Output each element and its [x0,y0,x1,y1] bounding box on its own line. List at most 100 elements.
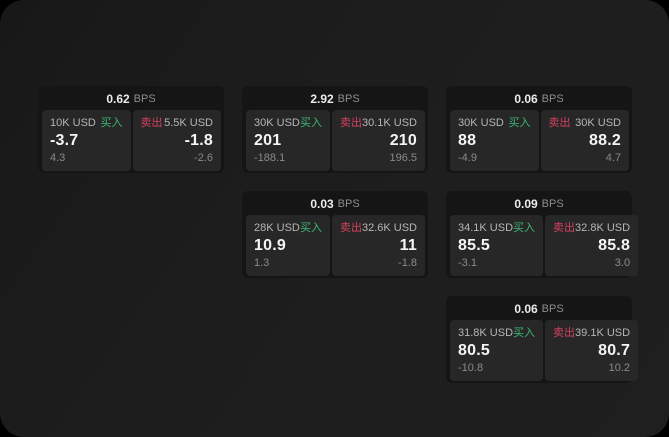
sell-delta: -1.8 [398,257,417,269]
buy-price: 10.9 [254,237,286,254]
sell-price: 210 [389,132,417,149]
sell-amount: 39.1K USD [575,327,631,339]
sell-delta: -2.6 [194,152,213,164]
buy-delta: -4.9 [458,152,477,164]
sell-amount: 32.6K USD [361,222,417,234]
card-header: 0.06 BPS [446,296,632,319]
buy-tag: 买入 [513,222,536,234]
quote-card: 0.06 BPS 30K USD 买入 88 -4.9 卖出 30K USD 8… [446,86,632,173]
buy-panel-top: 30K USD 买入 [254,117,322,130]
buy-panel-top: 31.8K USD 买入 [458,327,535,340]
sell-panel-top: 卖出 30K USD [549,117,622,130]
buy-panel-top: 30K USD 买入 [458,117,531,130]
sell-tag: 卖出 [553,327,576,339]
bps-value: 0.03 [310,196,334,211]
sell-delta: 196.5 [389,152,417,164]
sell-tag: 卖出 [140,117,163,129]
sell-tag: 卖出 [339,117,362,129]
buy-price: -3.7 [50,132,79,149]
bps-value: 0.06 [514,91,538,106]
buy-tag: 买入 [508,117,531,129]
sell-price: 85.8 [598,237,631,254]
quote-panels: 34.1K USD 买入 85.5 -3.1 卖出 32.8K USD 85.8… [446,214,639,276]
quote-card: 2.92 BPS 30K USD 买入 201 -188.1 卖出 30.1K … [242,86,428,173]
buy-tag: 买入 [299,117,322,129]
quote-card: 0.09 BPS 34.1K USD 买入 85.5 -3.1 卖出 32.8K… [446,191,639,278]
buy-price: 80.5 [458,342,490,359]
buy-delta: -188.1 [254,152,286,164]
sell-panel[interactable]: 卖出 32.6K USD 11 -1.8 [331,215,425,276]
buy-price: 201 [254,132,282,149]
quote-panels: 30K USD 买入 88 -4.9 卖出 30K USD 88.2 4.7 [446,109,632,171]
sell-panel[interactable]: 卖出 5.5K USD -1.8 -2.6 [132,110,221,171]
sell-delta: 3.0 [614,257,631,269]
sell-amount: 5.5K USD [164,117,213,129]
buy-amount: 34.1K USD [458,222,514,234]
buy-price: 85.5 [458,237,490,254]
sell-price: 88.2 [589,132,621,149]
sell-panel[interactable]: 卖出 30.1K USD 210 196.5 [331,110,425,171]
quote-card: 0.06 BPS 31.8K USD 买入 80.5 -10.8 卖出 39.1… [446,296,639,383]
sell-panel[interactable]: 卖出 39.1K USD 80.7 10.2 [545,320,639,381]
bps-value: 2.92 [310,91,334,106]
sell-panel-top: 卖出 32.6K USD [340,222,417,235]
sell-price: 11 [399,237,417,254]
bps-unit-label: BPS [337,197,360,210]
sell-amount: 30K USD [575,117,621,129]
buy-panel-top: 28K USD 买入 [254,222,322,235]
bps-unit-label: BPS [541,197,564,210]
buy-tag: 买入 [513,327,536,339]
buy-panel[interactable]: 34.1K USD 买入 85.5 -3.1 [450,215,544,276]
card-header: 2.92 BPS [242,86,428,109]
sell-delta: 10.2 [608,362,631,374]
buy-delta: -3.1 [458,257,477,269]
sell-amount: 32.8K USD [575,222,631,234]
sell-panel-top: 卖出 30.1K USD [340,117,417,130]
buy-panel-top: 34.1K USD 买入 [458,222,535,235]
card-header: 0.03 BPS [242,191,428,214]
buy-panel[interactable]: 31.8K USD 买入 80.5 -10.8 [450,320,544,381]
sell-tag: 卖出 [548,117,571,129]
buy-amount: 30K USD [254,117,300,129]
buy-amount: 28K USD [254,222,300,234]
bps-unit-label: BPS [337,92,360,105]
buy-amount: 31.8K USD [458,327,514,339]
sell-panel-top: 卖出 39.1K USD [553,327,630,340]
sell-amount: 30.1K USD [361,117,417,129]
sell-tag: 卖出 [553,222,576,234]
buy-tag: 买入 [299,222,322,234]
card-header: 0.62 BPS [38,86,224,109]
quote-panels: 31.8K USD 买入 80.5 -10.8 卖出 39.1K USD 80.… [446,319,639,381]
bps-value: 0.09 [514,196,538,211]
card-header: 0.06 BPS [446,86,632,109]
sell-price: 80.7 [598,342,631,359]
quote-card: 0.03 BPS 28K USD 买入 10.9 1.3 卖出 32.6K US… [242,191,428,278]
buy-delta: -10.8 [458,362,484,374]
quote-panels: 30K USD 买入 201 -188.1 卖出 30.1K USD 210 1… [242,109,428,171]
buy-panel[interactable]: 10K USD 买入 -3.7 4.3 [42,110,131,171]
bps-unit-label: BPS [541,92,564,105]
sell-panel[interactable]: 卖出 30K USD 88.2 4.7 [540,110,629,171]
sell-tag: 卖出 [339,222,362,234]
bps-value: 0.06 [514,301,538,316]
bps-unit-label: BPS [133,92,156,105]
bps-unit-label: BPS [541,302,564,315]
buy-amount: 10K USD [50,117,96,129]
buy-panel[interactable]: 28K USD 买入 10.9 1.3 [246,215,330,276]
quote-panels: 28K USD 买入 10.9 1.3 卖出 32.6K USD 11 -1.8 [242,214,428,276]
buy-panel[interactable]: 30K USD 买入 88 -4.9 [450,110,539,171]
sell-panel-top: 卖出 5.5K USD [141,117,214,130]
buy-delta: 4.3 [50,152,66,164]
buy-delta: 1.3 [254,257,270,269]
sell-delta: 4.7 [605,152,621,164]
buy-price: 88 [458,132,477,149]
sell-price: -1.8 [184,132,213,149]
quote-panels: 10K USD 买入 -3.7 4.3 卖出 5.5K USD -1.8 -2.… [38,109,224,171]
quote-card: 0.62 BPS 10K USD 买入 -3.7 4.3 卖出 5.5K USD… [38,86,224,173]
bps-value: 0.62 [106,91,130,106]
buy-panel[interactable]: 30K USD 买入 201 -188.1 [246,110,330,171]
card-header: 0.09 BPS [446,191,632,214]
sell-panel[interactable]: 卖出 32.8K USD 85.8 3.0 [545,215,639,276]
buy-tag: 买入 [100,117,123,129]
